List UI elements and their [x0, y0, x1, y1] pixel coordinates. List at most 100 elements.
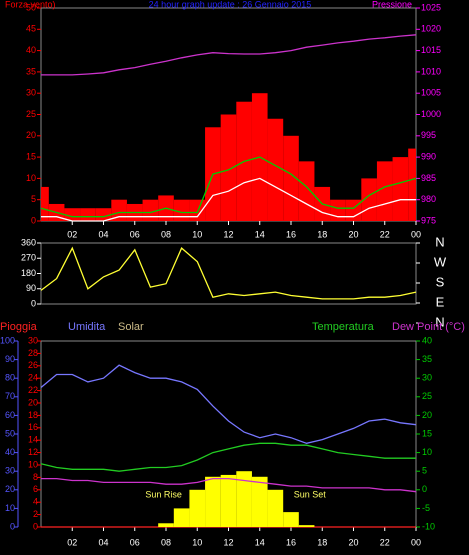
area-bar [283, 512, 299, 527]
y-tick-label: 90 [26, 283, 36, 293]
x-tick-label: 04 [98, 537, 108, 547]
y-tick-label: E [436, 294, 445, 309]
x-tick-label: 20 [348, 229, 358, 239]
legend-label: Pioggia [0, 321, 38, 333]
y-tick-label: N [435, 234, 444, 249]
y2-axis-label: Pressione [372, 0, 412, 9]
y-tick-label: 15 [422, 428, 432, 438]
x-tick-label: 04 [98, 229, 108, 239]
area-bar [267, 489, 284, 527]
series-line [40, 156, 417, 218]
x-tick-label: 06 [130, 229, 140, 239]
series-line [41, 477, 417, 493]
area-bar [283, 135, 299, 221]
x-tick-label: 22 [380, 229, 390, 239]
x-tick-label: 10 [192, 229, 202, 239]
x-tick-label: 16 [286, 537, 296, 547]
annotation: Sun Set [294, 489, 327, 499]
y-tick-label: 1020 [421, 24, 441, 34]
y-tick-label: 5 [422, 466, 427, 476]
y-axis-label: Forza vento) [5, 0, 56, 9]
y-tick-label: 25 [422, 391, 432, 401]
y-tick-label: 0 [31, 215, 36, 225]
y-tick-label: 990 [421, 151, 436, 161]
y-tick-label: 20 [28, 397, 38, 407]
chart-title: 24 hour graph update : 26 Gennaio 2015 [149, 0, 312, 9]
x-tick-label: 12 [223, 537, 233, 547]
y-tick-label: 0 [31, 298, 36, 308]
y-tick-label: 985 [421, 173, 436, 183]
x-tick-label: 12 [223, 229, 233, 239]
y-tick-label: 50 [5, 428, 15, 438]
series-line [41, 177, 416, 222]
x-tick-label: 10 [192, 537, 202, 547]
y-tick-label: 40 [5, 447, 15, 457]
series-line [40, 246, 417, 300]
y-tick-label: 1025 [421, 2, 441, 12]
y-tick-label: -5 [422, 503, 430, 513]
x-tick-label: 08 [161, 229, 171, 239]
area-bar [251, 476, 268, 527]
y-tick-label: 980 [421, 194, 436, 204]
area-bar [173, 508, 190, 527]
area-bar [220, 474, 237, 527]
area-bar [64, 208, 81, 221]
y-tick-label: 6 [33, 484, 38, 494]
y-tick-label: 40 [422, 335, 432, 345]
y-tick-label: 80 [5, 373, 15, 383]
y-tick-label: 12 [28, 447, 38, 457]
area-bar [189, 199, 206, 221]
y-tick-label: 20 [5, 484, 15, 494]
legend-label: Solar [118, 321, 144, 333]
y-tick-label: 20 [26, 130, 36, 140]
x-tick-label: 14 [255, 537, 265, 547]
area-bar [267, 118, 284, 221]
x-tick-label: 16 [286, 229, 296, 239]
y-tick-label: 26 [28, 360, 38, 370]
x-tick-label: 22 [380, 537, 390, 547]
area-bar [236, 471, 252, 527]
annotation: Sun Rise [145, 489, 182, 499]
area-bar [330, 199, 346, 221]
y-tick-label: S [436, 274, 445, 289]
y-tick-label: 70 [5, 391, 15, 401]
legend-label: Temperatura [312, 321, 375, 333]
y-tick-label: 995 [421, 130, 436, 140]
y-tick-label: 1010 [421, 66, 441, 76]
y-tick-label: 90 [5, 354, 15, 364]
y-tick-label: 270 [21, 253, 36, 263]
y-tick-label: 1015 [421, 45, 441, 55]
area-bar [392, 157, 409, 221]
x-tick-label: 18 [317, 229, 327, 239]
x-tick-label: 02 [67, 229, 77, 239]
area-bar [95, 208, 112, 221]
y-tick-label: 30 [26, 88, 36, 98]
y-tick-label: 45 [26, 24, 36, 34]
x-tick-label: 20 [348, 537, 358, 547]
y-tick-label: N [435, 314, 444, 329]
series-line [40, 364, 417, 444]
y-tick-label: 1000 [421, 109, 441, 119]
y-tick-label: 2 [33, 509, 38, 519]
y-tick-label: 16 [28, 422, 38, 432]
x-tick-label: 02 [67, 537, 77, 547]
y-tick-label: 0 [10, 521, 15, 531]
area-bar [80, 208, 96, 221]
x-tick-label: 00 [411, 229, 421, 239]
y-tick-label: 25 [26, 109, 36, 119]
y-tick-label: 0 [33, 521, 38, 531]
y-tick-label: 5 [31, 194, 36, 204]
y-tick-label: 0 [422, 484, 427, 494]
y-tick-label: 20 [422, 410, 432, 420]
x-tick-label: 08 [161, 537, 171, 547]
y-tick-label: 10 [5, 503, 15, 513]
y-tick-label: 8 [33, 472, 38, 482]
y-tick-label: 10 [422, 447, 432, 457]
y-tick-label: 24 [28, 373, 38, 383]
y-tick-label: 40 [26, 45, 36, 55]
legend-label: Umidita [68, 321, 106, 333]
x-tick-label: 00 [411, 537, 421, 547]
area-bar [158, 523, 174, 527]
